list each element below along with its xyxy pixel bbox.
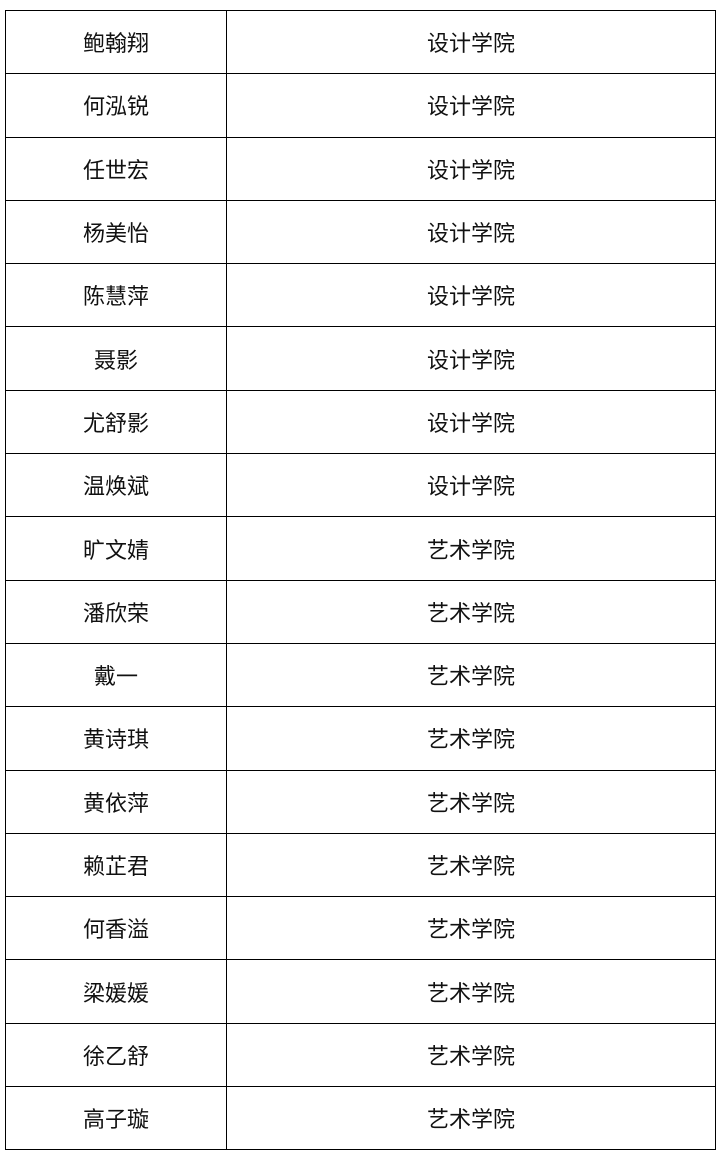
- name-cell: 徐乙舒: [5, 1022, 227, 1088]
- table-row: 高子璇 艺术学院: [5, 1086, 716, 1151]
- college-cell: 设计学院: [226, 263, 716, 328]
- college-cell: 设计学院: [226, 326, 716, 391]
- name-cell: 聂影: [5, 326, 227, 391]
- college-cell: 设计学院: [226, 453, 716, 518]
- name-cell: 何香溢: [5, 896, 227, 961]
- college-cell: 艺术学院: [226, 769, 716, 834]
- name-cell: 何泓锐: [5, 73, 227, 138]
- table-row: 潘欣荣 艺术学院: [5, 579, 716, 644]
- name-cell: 赖芷君: [5, 832, 227, 898]
- table-row: 黄诗琪 艺术学院: [5, 706, 716, 771]
- name-cell: 温焕斌: [5, 453, 227, 518]
- college-cell: 艺术学院: [226, 959, 716, 1024]
- college-cell: 设计学院: [226, 199, 716, 265]
- name-cell: 高子璇: [5, 1086, 227, 1151]
- table-row: 陈慧萍 设计学院: [5, 263, 716, 328]
- college-cell: 艺术学院: [226, 832, 716, 898]
- table-row: 戴一 艺术学院: [5, 642, 716, 708]
- college-cell: 艺术学院: [226, 1086, 716, 1151]
- table-row: 任世宏 设计学院: [5, 136, 716, 201]
- table-row: 尤舒影 设计学院: [5, 389, 716, 455]
- name-cell: 鲍翰翔: [5, 9, 227, 75]
- table-row: 黄依萍 艺术学院: [5, 769, 716, 834]
- college-cell: 设计学院: [226, 9, 716, 75]
- table-row: 温焕斌 设计学院: [5, 453, 716, 518]
- name-cell: 潘欣荣: [5, 579, 227, 644]
- college-cell: 设计学院: [226, 136, 716, 201]
- name-cell: 旷文婧: [5, 516, 227, 581]
- college-cell: 艺术学院: [226, 896, 716, 961]
- name-cell: 杨美怡: [5, 199, 227, 265]
- college-cell: 艺术学院: [226, 642, 716, 708]
- college-cell: 艺术学院: [226, 1022, 716, 1088]
- name-cell: 黄依萍: [5, 769, 227, 834]
- college-cell: 艺术学院: [226, 516, 716, 581]
- table-row: 聂影 设计学院: [5, 326, 716, 391]
- table-row: 何泓锐 设计学院: [5, 73, 716, 138]
- name-cell: 黄诗琪: [5, 706, 227, 771]
- name-cell: 尤舒影: [5, 389, 227, 455]
- college-cell: 艺术学院: [226, 579, 716, 644]
- table-row: 杨美怡 设计学院: [5, 199, 716, 265]
- table-row: 旷文婧 艺术学院: [5, 516, 716, 581]
- name-cell: 任世宏: [5, 136, 227, 201]
- college-cell: 艺术学院: [226, 706, 716, 771]
- table-row: 赖芷君 艺术学院: [5, 832, 716, 898]
- table-row: 何香溢 艺术学院: [5, 896, 716, 961]
- table: 鲍翰翔 设计学院 何泓锐 设计学院 任世宏 设计学院 杨美怡 设计学院 陈慧萍 设计学院 聂影 设计学…: [5, 9, 716, 1151]
- table-row: 梁媛媛 艺术学院: [5, 959, 716, 1024]
- name-cell: 梁媛媛: [5, 959, 227, 1024]
- table-row: 徐乙舒 艺术学院: [5, 1022, 716, 1088]
- name-cell: 戴一: [5, 642, 227, 708]
- name-cell: 陈慧萍: [5, 263, 227, 328]
- college-cell: 设计学院: [226, 73, 716, 138]
- table-body: 鲍翰翔 设计学院 何泓锐 设计学院 任世宏 设计学院 杨美怡 设计学院 陈慧萍 设计学院 聂影 设计学…: [5, 9, 716, 1151]
- table-row: 鲍翰翔 设计学院: [5, 9, 716, 75]
- college-cell: 设计学院: [226, 389, 716, 455]
